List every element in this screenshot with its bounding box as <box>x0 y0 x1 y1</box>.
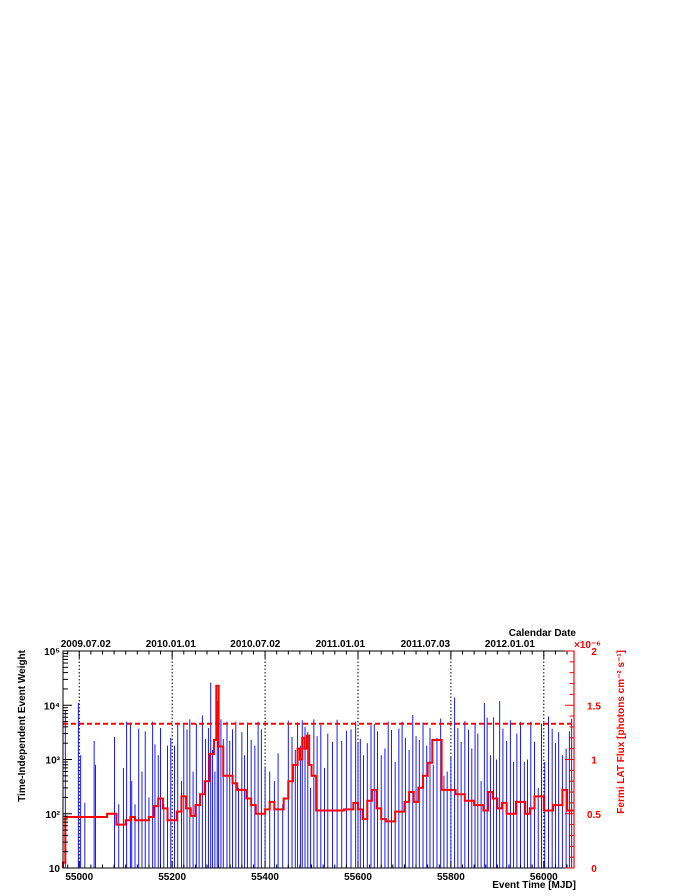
x-tick-label: 55400 <box>251 872 279 883</box>
plot-frame <box>62 650 575 869</box>
y-right-tick-label: 0 <box>591 864 597 875</box>
y-right-tick-label: 2 <box>591 647 597 658</box>
y-right-tick-label: 0.5 <box>587 810 601 821</box>
x-tick-label: 55200 <box>158 872 186 883</box>
y-left-axis-title: Time-Independent Event Weight <box>17 649 28 802</box>
calendar-date-label: 2010.07.02 <box>230 639 280 650</box>
y-right-exponent: ×10⁻⁶ <box>574 640 601 651</box>
x-tick-label: 55600 <box>344 872 372 883</box>
calendar-axis-title: Calendar Date <box>509 628 577 639</box>
event-spikes <box>64 682 573 868</box>
axes: 55000 55200 55400 55600 55800 56000 2009.07.02… <box>44 639 601 883</box>
x-tick-label: 55000 <box>65 872 93 883</box>
y-left-tick-label: 10⁴ <box>44 701 60 712</box>
calendar-date-label: 2012.01.01 <box>485 639 535 650</box>
y-left-tick-label: 10 <box>49 864 61 875</box>
x-axis-title: Event Time [MJD] <box>492 880 576 891</box>
y-left-tick-label: 10² <box>46 810 61 821</box>
flux-step-line <box>62 684 574 868</box>
y-left-tick-label: 10³ <box>46 756 61 767</box>
x-tick-label: 56000 <box>530 872 558 883</box>
x-tick-label: 55800 <box>437 872 465 883</box>
calendar-date-label: 2011.07.03 <box>401 639 451 650</box>
y-right-axis-title: Fermi LAT Flux [photons cm⁻² s⁻¹] <box>616 650 627 814</box>
calendar-date-label: 2011.01.01 <box>316 639 366 650</box>
y-right-tick-label: 1 <box>591 756 597 767</box>
y-left-tick-label: 10⁵ <box>44 647 60 658</box>
flux-histogram <box>62 684 574 868</box>
y-right-tick-label: 1.5 <box>587 701 601 712</box>
calendar-date-label: 2009.07.02 <box>61 639 111 650</box>
calendar-date-label: 2010.01.01 <box>146 639 196 650</box>
